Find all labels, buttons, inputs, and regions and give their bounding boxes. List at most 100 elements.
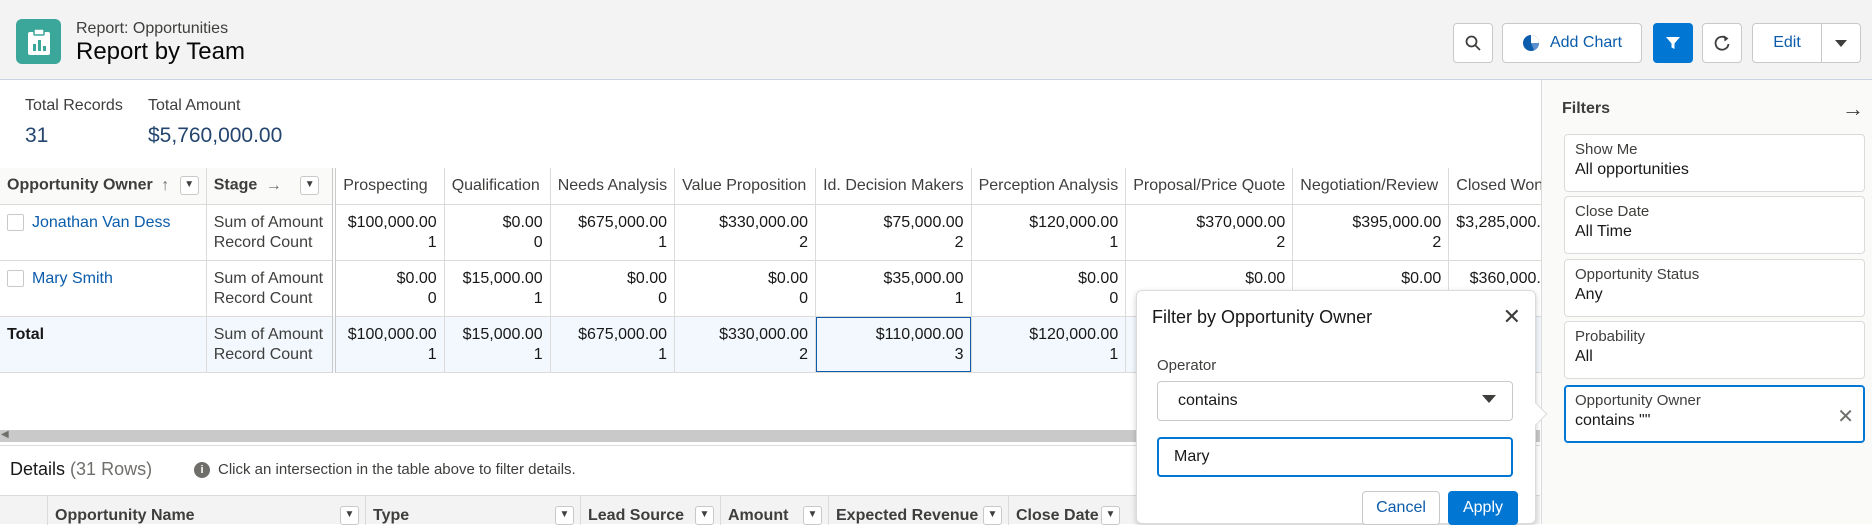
matrix-cell[interactable]: $0.00 0 — [550, 260, 676, 317]
filter-value: contains "" — [1575, 412, 1651, 429]
filter-opportunity-status[interactable]: Opportunity Status Any — [1564, 259, 1865, 317]
collapse-panel-icon[interactable]: → — [1842, 96, 1864, 121]
add-chart-button[interactable]: Add Chart — [1502, 23, 1642, 63]
stage-column-header[interactable]: Perception Analysis — [971, 168, 1127, 205]
matrix-report-table: Opportunity Owner ↑ ▼ Stage → ▼ Prospect… — [0, 168, 1567, 373]
stage-column-header[interactable]: Negotiation/Review — [1292, 168, 1450, 205]
stage-column-header[interactable]: Prospecting — [334, 168, 445, 205]
matrix-cell[interactable]: $15,000.00 1 — [444, 316, 551, 373]
cell-amount: $120,000.00 — [1029, 325, 1119, 343]
total-amount-label: Total Amount — [148, 97, 241, 114]
stage-column-header[interactable]: Id. Decision Makers — [815, 168, 972, 205]
column-menu-icon[interactable]: ▼ — [179, 176, 199, 196]
matrix-cell[interactable]: $675,000.00 1 — [550, 204, 676, 261]
cancel-button[interactable]: Cancel — [1362, 491, 1440, 525]
column-menu-icon[interactable]: ▼ — [695, 506, 714, 525]
matrix-cell[interactable]: $75,000.00 2 — [815, 204, 972, 261]
cell-amount: $35,000.00 — [883, 269, 964, 287]
cell-count: 2 — [799, 345, 809, 363]
cell-amount: $0.00 — [1401, 269, 1442, 287]
search-button[interactable] — [1453, 23, 1493, 63]
filter-opportunity-owner[interactable]: Opportunity Owner contains "" ✕ — [1564, 385, 1865, 443]
filter-probability[interactable]: Probability All — [1564, 321, 1865, 379]
cell-count: 1 — [427, 345, 437, 363]
stage-group-header[interactable]: Stage → ▼ — [206, 168, 337, 205]
column-header[interactable]: Amount ▼ — [720, 496, 828, 525]
matrix-cell[interactable]: $100,000.00 1 — [334, 204, 445, 261]
matrix-cell[interactable]: $0.00 0 — [971, 260, 1127, 317]
matrix-cell[interactable]: $395,000.00 2 — [1292, 204, 1450, 261]
column-menu-icon[interactable]: ▼ — [340, 506, 359, 525]
matrix-cell[interactable]: $330,000.00 2 — [674, 316, 817, 373]
matrix-cell[interactable]: $15,000.00 1 — [444, 260, 551, 317]
cell-amount: $675,000.00 — [578, 213, 668, 231]
stage-column-header[interactable]: Proposal/Price Quote — [1125, 168, 1294, 205]
matrix-cell[interactable]: $0.00 0 — [444, 204, 551, 261]
matrix-cell[interactable]: $0.00 0 — [674, 260, 817, 317]
owner-link[interactable]: Mary Smith — [32, 269, 113, 287]
filter-label: Opportunity Owner — [1575, 392, 1701, 409]
stage-column-header[interactable]: Value Proposition — [674, 168, 817, 205]
column-menu-icon[interactable]: ▼ — [803, 506, 822, 525]
column-header[interactable]: Expected Revenue ▼ — [828, 496, 1008, 525]
cell-amount: $3,285,000.00 — [1456, 213, 1559, 231]
matrix-cell-selected[interactable]: $110,000.00 3 — [815, 316, 972, 373]
add-chart-label: Add Chart — [1549, 34, 1623, 51]
operator-select[interactable]: contains — [1157, 381, 1513, 421]
filter-value-input[interactable] — [1157, 437, 1513, 477]
operator-label: Operator — [1157, 357, 1217, 374]
owner-group-header[interactable]: Opportunity Owner ↑ ▼ — [0, 168, 207, 205]
filter-value: Any — [1575, 286, 1603, 303]
column-header[interactable]: Lead Source ▼ — [580, 496, 720, 525]
cell-amount: $0.00 — [396, 269, 437, 287]
owner-link[interactable]: Jonathan Van Dess — [32, 213, 171, 231]
remove-filter-icon[interactable]: ✕ — [1837, 406, 1854, 428]
filter-value: All opportunities — [1575, 161, 1689, 178]
column-menu-icon[interactable]: ▼ — [300, 176, 320, 196]
column-header[interactable]: Type ▼ — [365, 496, 580, 525]
filter-close-date[interactable]: Close Date All Time — [1564, 196, 1865, 254]
matrix-cell[interactable]: $100,000.00 1 — [334, 316, 445, 373]
column-menu-icon[interactable]: ▼ — [983, 506, 1002, 525]
column-menu-icon[interactable]: ▼ — [555, 506, 574, 525]
cell-count: 1 — [533, 345, 543, 363]
scroll-left-icon[interactable]: ◀ — [1, 429, 9, 440]
owner-cell: Mary Smith — [0, 260, 207, 317]
page-title: Report by Team — [76, 38, 245, 65]
row-checkbox[interactable] — [7, 269, 24, 287]
row-checkbox[interactable] — [7, 213, 24, 231]
close-icon[interactable]: ✕ — [1502, 304, 1521, 329]
stage-column-header[interactable]: Qualification — [444, 168, 551, 205]
refresh-button[interactable] — [1702, 23, 1742, 63]
owner-cell: Jonathan Van Dess — [0, 204, 207, 261]
matrix-cell[interactable]: $120,000.00 1 — [971, 204, 1127, 261]
details-info-text: Click an intersection in the table above… — [218, 461, 576, 478]
matrix-cell[interactable]: $675,000.00 1 — [550, 316, 676, 373]
cell-amount: $110,000.00 — [875, 325, 964, 343]
matrix-cell[interactable]: $330,000.00 2 — [674, 204, 817, 261]
cell-count: 1 — [954, 289, 964, 307]
filter-value: All Time — [1575, 223, 1632, 240]
filter-show-me[interactable]: Show Me All opportunities — [1564, 134, 1865, 192]
stage-column-header[interactable]: Needs Analysis — [550, 168, 676, 205]
edit-button[interactable]: Edit — [1752, 23, 1822, 63]
filter-icon — [1666, 37, 1680, 49]
filter-toggle-button[interactable] — [1653, 23, 1693, 63]
matrix-cell[interactable]: $120,000.00 1 — [971, 316, 1127, 373]
cell-amount: $75,000.00 — [883, 213, 964, 231]
more-actions-button[interactable] — [1821, 23, 1861, 63]
measure-labels: Sum of Amount Record Count — [206, 204, 337, 261]
popover-title: Filter by Opportunity Owner — [1152, 307, 1373, 327]
cell-amount: $0.00 — [1245, 269, 1286, 287]
apply-button[interactable]: Apply — [1448, 491, 1518, 525]
filters-panel: Filters → Show Me All opportunities Clos… — [1541, 80, 1872, 524]
matrix-cell[interactable]: $35,000.00 1 — [815, 260, 972, 317]
chart-icon — [1522, 35, 1539, 51]
cell-count: 0 — [658, 289, 668, 307]
column-header[interactable]: Opportunity Name ▼ — [47, 496, 365, 525]
column-menu-icon[interactable]: ▼ — [1101, 506, 1120, 525]
matrix-cell[interactable]: $0.00 0 — [334, 260, 445, 317]
matrix-cell[interactable]: $370,000.00 2 — [1125, 204, 1294, 261]
cell-amount: $15,000.00 — [462, 269, 543, 287]
column-header[interactable]: Close Date ▼ — [1008, 496, 1126, 525]
